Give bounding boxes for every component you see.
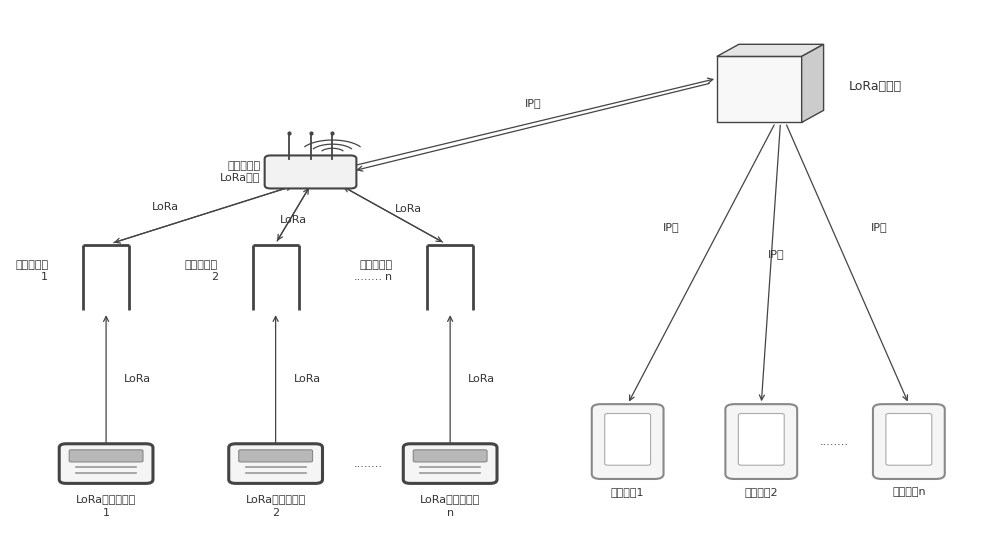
Text: 开门检测器: 开门检测器: [185, 260, 218, 270]
Text: n: n: [447, 508, 454, 518]
Text: LoRa: LoRa: [152, 202, 179, 212]
Text: LoRa网关: LoRa网关: [220, 173, 261, 182]
Text: 一个或多个: 一个或多个: [228, 161, 261, 171]
Text: 1: 1: [41, 272, 48, 281]
FancyBboxPatch shape: [265, 155, 356, 189]
Text: 2: 2: [272, 508, 279, 518]
Text: 用户手机1: 用户手机1: [611, 487, 644, 497]
Text: IP网: IP网: [871, 222, 887, 232]
Text: 用户手机n: 用户手机n: [892, 487, 926, 497]
FancyBboxPatch shape: [59, 444, 153, 483]
Text: LoRa: LoRa: [294, 374, 321, 384]
Text: IP网: IP网: [768, 249, 785, 259]
Text: ........: ........: [820, 436, 849, 447]
FancyBboxPatch shape: [592, 404, 664, 479]
Text: LoRa个人标识卡: LoRa个人标识卡: [76, 494, 136, 504]
Text: LoRa服务器: LoRa服务器: [849, 80, 902, 93]
Text: LoRa: LoRa: [395, 204, 422, 213]
FancyBboxPatch shape: [886, 414, 932, 465]
Text: 开门检测器: 开门检测器: [15, 260, 48, 270]
FancyBboxPatch shape: [725, 404, 797, 479]
Text: 开门检测器: 开门检测器: [359, 260, 392, 270]
FancyBboxPatch shape: [605, 414, 651, 465]
Text: LoRa: LoRa: [468, 374, 495, 384]
Text: n: n: [385, 272, 392, 281]
Polygon shape: [802, 44, 824, 122]
Text: ........: ........: [354, 458, 383, 468]
Text: IP网: IP网: [525, 98, 542, 108]
Text: LoRa个人标识卡: LoRa个人标识卡: [420, 494, 480, 504]
FancyBboxPatch shape: [413, 450, 487, 462]
FancyBboxPatch shape: [403, 444, 497, 483]
FancyBboxPatch shape: [873, 404, 945, 479]
Text: 用户手机2: 用户手机2: [744, 487, 778, 497]
FancyBboxPatch shape: [239, 450, 313, 462]
FancyBboxPatch shape: [229, 444, 322, 483]
Text: LoRa: LoRa: [280, 215, 307, 225]
Polygon shape: [717, 44, 824, 56]
Text: LoRa个人标识卡: LoRa个人标识卡: [246, 494, 306, 504]
Text: IP网: IP网: [663, 222, 680, 232]
Text: ........: ........: [354, 272, 383, 281]
Text: 2: 2: [211, 272, 218, 281]
FancyBboxPatch shape: [738, 414, 784, 465]
Text: 1: 1: [103, 508, 110, 518]
FancyBboxPatch shape: [69, 450, 143, 462]
Text: LoRa: LoRa: [124, 374, 151, 384]
Polygon shape: [717, 56, 802, 122]
